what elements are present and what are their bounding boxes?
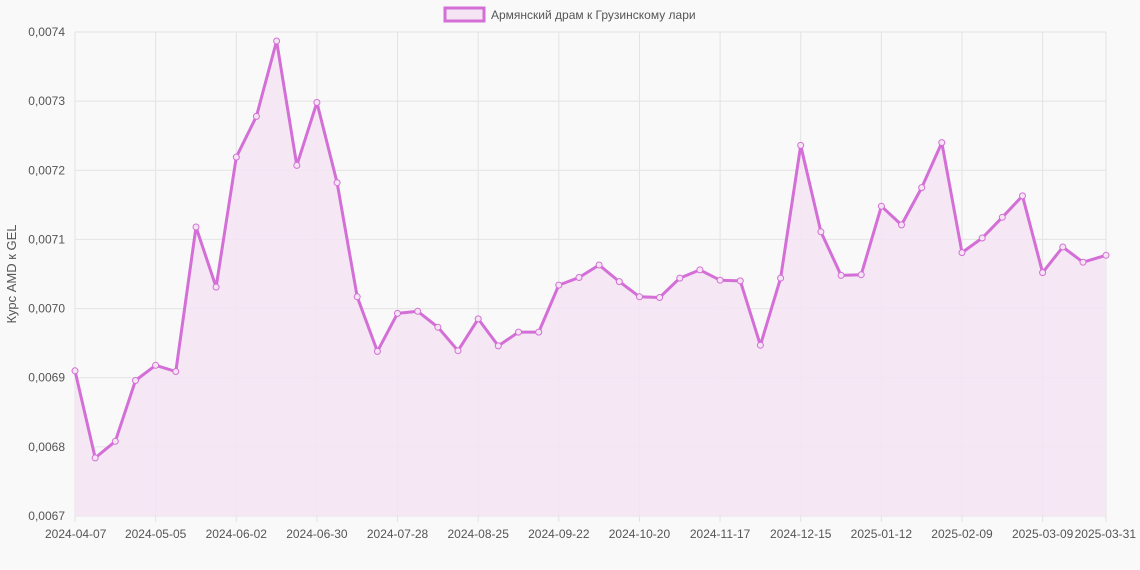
x-tick-label: 2024-04-07: [45, 527, 107, 541]
x-tick-label: 2024-07-28: [367, 527, 429, 541]
x-tick-label: 2024-12-15: [770, 527, 832, 541]
data-point[interactable]: [1019, 192, 1026, 200]
data-point[interactable]: [212, 283, 220, 291]
data-point[interactable]: [615, 278, 623, 286]
data-point[interactable]: [837, 271, 845, 279]
data-point[interactable]: [252, 112, 260, 120]
y-axis-ticks: 0,0067 0,0068 0,0069 0,0070 0,0071 0,0072 0,00…: [28, 25, 65, 523]
data-point[interactable]: [172, 368, 180, 375]
x-tick-label: 2025-03-09: [1012, 527, 1074, 541]
x-tick-label: 2024-11-17: [690, 527, 751, 541]
data-point[interactable]: [414, 307, 422, 315]
data-point[interactable]: [918, 184, 926, 192]
data-point[interactable]: [898, 221, 905, 229]
data-point[interactable]: [192, 223, 200, 231]
data-point[interactable]: [111, 437, 119, 445]
data-point[interactable]: [71, 367, 79, 375]
data-point[interactable]: [958, 249, 966, 257]
data-point[interactable]: [535, 328, 543, 336]
data-point[interactable]: [373, 347, 381, 355]
legend[interactable]: Армянский драм к Грузинскому лари: [443, 6, 696, 23]
x-axis-ticks: 2024-04-07 2024-05-05 2024-06-02 2024-06-30…: [45, 527, 1136, 541]
data-point[interactable]: [515, 328, 522, 336]
data-point[interactable]: [394, 309, 401, 317]
data-points: [71, 37, 1110, 462]
x-tick-label: 2025-03-31: [1075, 527, 1137, 541]
y-tick-label: 0,0068: [28, 440, 65, 454]
x-tick-label: 2024-10-20: [609, 527, 671, 541]
data-point[interactable]: [575, 274, 583, 281]
data-point[interactable]: [313, 99, 321, 106]
x-tick-label: 2024-08-25: [447, 527, 509, 541]
x-tick-label: 2024-06-02: [206, 527, 268, 541]
data-point[interactable]: [1059, 243, 1067, 251]
data-point[interactable]: [434, 323, 442, 331]
data-point[interactable]: [293, 161, 301, 169]
data-point[interactable]: [797, 141, 805, 149]
data-point[interactable]: [938, 139, 946, 147]
data-point[interactable]: [696, 266, 704, 274]
series-line: [73, 39, 1107, 460]
data-point[interactable]: [232, 153, 240, 161]
series-area: [75, 41, 1106, 516]
y-tick-label: 0,0067: [28, 509, 65, 523]
y-tick-label: 0,0071: [28, 232, 65, 246]
x-tick-label: 2024-06-30: [286, 527, 348, 541]
data-point[interactable]: [474, 315, 482, 323]
data-point[interactable]: [353, 293, 361, 301]
data-point[interactable]: [454, 347, 462, 355]
data-point[interactable]: [777, 274, 785, 282]
y-tick-label: 0,0070: [28, 302, 65, 316]
x-tick-label: 2025-01-12: [851, 527, 913, 541]
x-tick-label: 2025-02-09: [931, 527, 993, 541]
y-tick-label: 0,0073: [28, 94, 65, 108]
y-tick-label: 0,0074: [28, 25, 65, 39]
y-tick-label: 0,0069: [28, 371, 65, 385]
data-point[interactable]: [756, 341, 764, 349]
data-point[interactable]: [857, 271, 865, 279]
y-axis-title: Курс AMD к GEL: [4, 224, 19, 323]
data-point[interactable]: [595, 261, 603, 269]
data-point[interactable]: [1102, 251, 1110, 259]
data-point[interactable]: [676, 274, 684, 282]
data-point[interactable]: [656, 294, 664, 301]
data-point[interactable]: [636, 293, 643, 301]
data-point[interactable]: [494, 342, 502, 350]
legend-swatch[interactable]: [443, 6, 486, 23]
data-point[interactable]: [152, 361, 160, 369]
data-point[interactable]: [555, 281, 563, 289]
area-layer: [75, 41, 1106, 516]
data-point[interactable]: [273, 37, 281, 45]
x-tick-label: 2024-05-05: [125, 527, 187, 541]
data-point[interactable]: [1039, 269, 1047, 277]
legend-label[interactable]: Армянский драм к Грузинскому лари: [491, 8, 696, 22]
data-point[interactable]: [716, 276, 724, 284]
data-point[interactable]: [877, 202, 885, 210]
data-point[interactable]: [736, 277, 744, 285]
data-point[interactable]: [91, 454, 99, 462]
data-point[interactable]: [132, 377, 139, 384]
data-point[interactable]: [998, 213, 1006, 221]
data-point[interactable]: [333, 179, 341, 187]
y-tick-label: 0,0072: [28, 163, 65, 177]
x-tick-label: 2024-09-22: [528, 527, 590, 541]
data-point[interactable]: [1079, 258, 1087, 266]
data-point[interactable]: [817, 228, 825, 236]
line-layer: [73, 39, 1107, 460]
data-point[interactable]: [978, 234, 986, 242]
